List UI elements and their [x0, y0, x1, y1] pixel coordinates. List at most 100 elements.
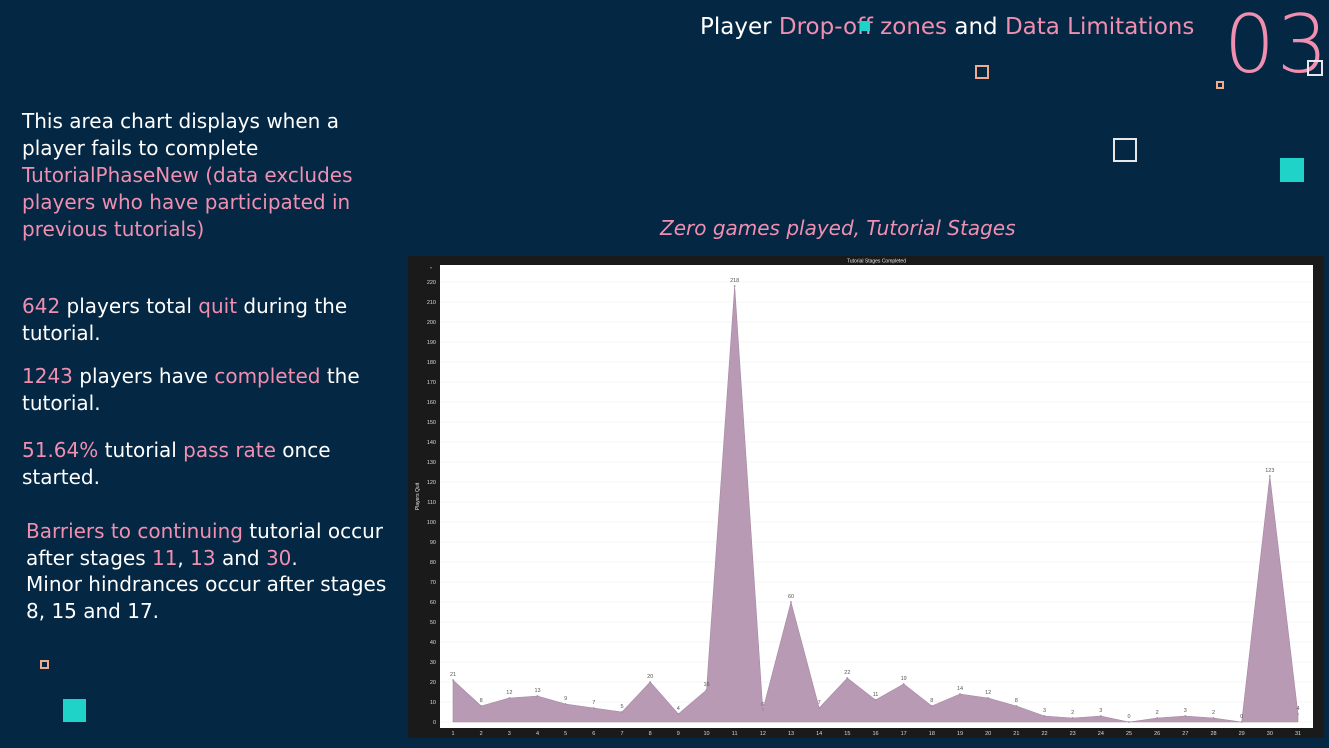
data-point	[536, 695, 539, 697]
deco-square-teal-small	[860, 21, 870, 31]
stat-pass-number: 51.64%	[22, 438, 99, 462]
barriers-t2: .	[291, 545, 298, 570]
y-tick-label: 160	[427, 400, 436, 406]
x-tick-label: 28	[1210, 731, 1216, 737]
stat-pass-t2: once started.	[22, 438, 331, 489]
barrier-stage-13: 13	[190, 545, 216, 570]
stat-quit-number: 642	[22, 294, 61, 318]
data-label: 13	[534, 688, 540, 694]
x-tick-label: 2	[480, 731, 483, 737]
stat-quit-highlight: quit	[198, 294, 238, 318]
data-label: 8	[1015, 698, 1018, 704]
data-label: 19	[901, 676, 907, 682]
stat-completed-t2: the tutorial.	[22, 364, 360, 415]
y-tick-label: 20	[430, 680, 436, 686]
area-series	[452, 285, 1299, 723]
data-label: 4	[1296, 706, 1299, 712]
data-point	[846, 677, 849, 679]
x-tick-label: 11	[732, 731, 738, 737]
data-point	[1240, 721, 1243, 723]
barriers-highlight: Barriers to continuing	[26, 519, 243, 543]
title-part-4: Data Limitations	[1004, 14, 1195, 40]
barriers-t1: tutorial occur after stages	[26, 519, 383, 570]
deco-square-peach-tiny	[1216, 81, 1224, 89]
x-tick-label: 27	[1182, 731, 1188, 737]
x-tick-label: 4	[536, 731, 539, 737]
data-label: 14	[957, 686, 963, 692]
deco-square-peach-left	[40, 660, 49, 669]
data-label: 12	[506, 690, 512, 696]
x-tick-label: 14	[816, 731, 822, 737]
x-tick-label: 3	[508, 731, 511, 737]
data-label: 2	[1071, 710, 1074, 716]
data-point	[1071, 717, 1074, 719]
data-point	[705, 689, 708, 691]
stat-quit: 642 players total quit during the tutori…	[22, 293, 392, 347]
data-label: 60	[788, 594, 794, 600]
y-tick-label: 140	[427, 440, 436, 446]
plot-area	[440, 265, 1313, 728]
chevron-down-icon: ˅	[430, 267, 433, 274]
data-point	[621, 711, 623, 713]
data-point	[677, 713, 680, 715]
data-point	[930, 705, 933, 707]
x-tick-label: 25	[1126, 731, 1132, 737]
title-part-1: Player	[700, 14, 779, 40]
data-point	[1268, 475, 1271, 477]
data-label: 11	[873, 692, 879, 698]
barriers-text: Barriers to continuing tutorial occur af…	[26, 518, 406, 624]
y-tick-label: 180	[427, 360, 436, 366]
deco-square-peach-outline	[975, 65, 989, 79]
data-label: 3	[1184, 708, 1187, 714]
x-tick-label: 18	[929, 731, 935, 737]
y-tick-label: 90	[430, 540, 436, 546]
deco-square-white-outline	[1113, 138, 1137, 162]
y-tick-label: 0	[433, 720, 436, 726]
data-label: 7	[818, 700, 821, 706]
x-tick-label: 6	[592, 731, 595, 737]
data-point	[480, 705, 483, 707]
stat-quit-t1: players total	[60, 294, 199, 318]
stat-pass-t1: tutorial	[98, 438, 184, 462]
x-tick-label: 22	[1041, 731, 1047, 737]
stat-completed-highlight: completed	[214, 364, 321, 388]
x-tick-label: 31	[1295, 731, 1301, 737]
data-point	[1099, 715, 1102, 717]
data-label: 218	[730, 278, 739, 284]
y-tick-label: 110	[427, 500, 436, 506]
x-tick-label: 9	[677, 731, 680, 737]
chart-heading: Zero games played, Tutorial Stages	[660, 216, 1016, 240]
data-point	[902, 683, 905, 685]
intro-text: This area chart displays when a player f…	[22, 108, 382, 243]
barriers-c2: and	[215, 545, 266, 570]
y-tick-label: 170	[427, 380, 436, 386]
data-label: 9	[564, 696, 567, 702]
data-point	[1043, 715, 1046, 717]
data-point	[818, 707, 821, 709]
x-tick-label: 5	[564, 731, 567, 737]
y-tick-label: 10	[430, 700, 436, 706]
y-tick-label: 70	[430, 580, 436, 586]
data-point	[1156, 717, 1159, 719]
data-label: 21	[450, 672, 456, 678]
stat-quit-t2: during the tutorial.	[22, 294, 348, 345]
slide-number: 03	[1224, 0, 1329, 91]
data-label: 6	[761, 702, 764, 708]
x-tick-label: 13	[788, 731, 794, 737]
data-point	[790, 601, 792, 603]
data-label: 0	[1127, 714, 1130, 720]
data-point	[564, 703, 567, 705]
y-tick-label: 80	[430, 560, 436, 566]
stat-completed-number: 1243	[22, 364, 73, 388]
deco-square-white-small	[1307, 60, 1323, 76]
x-tick-label: 21	[1013, 731, 1019, 737]
stat-pass-rate: 51.64% tutorial pass rate once started.	[22, 437, 392, 491]
chart-title: Tutorial Stages Completed	[847, 259, 906, 265]
data-label: 3	[1043, 708, 1046, 714]
x-tick-label: 16	[872, 731, 878, 737]
data-label: 22	[844, 670, 850, 676]
x-tick-label: 20	[985, 731, 991, 737]
barriers-c1: ,	[177, 545, 191, 570]
x-tick-label: 7	[620, 731, 623, 737]
x-tick-label: 29	[1239, 731, 1245, 737]
